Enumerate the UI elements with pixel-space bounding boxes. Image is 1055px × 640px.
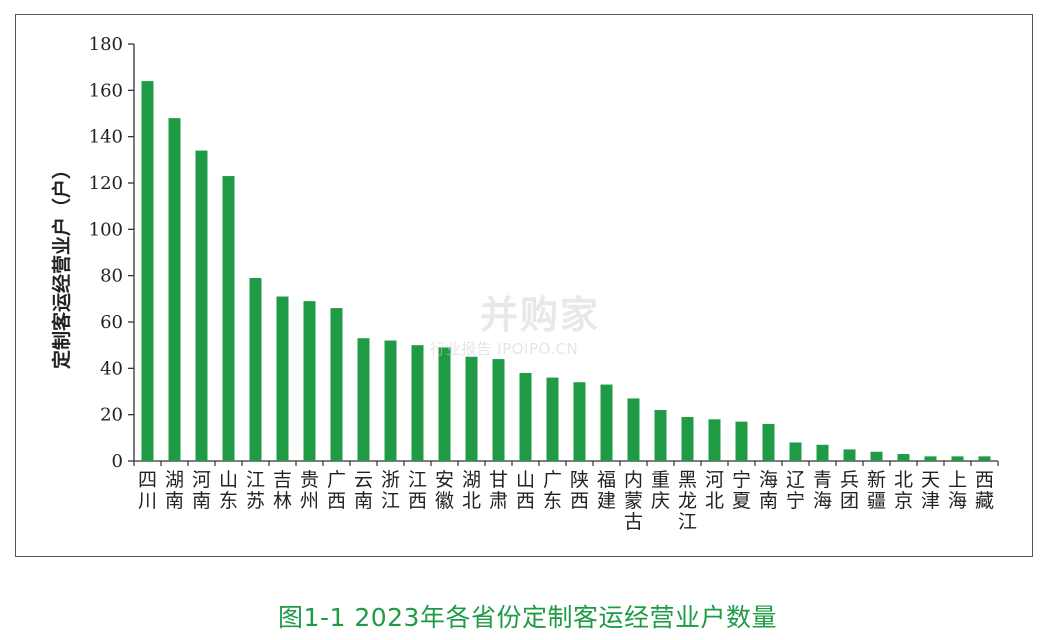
x-tick-label: 贵州	[300, 469, 319, 512]
x-tick-label: 青海	[813, 469, 832, 512]
y-tick-label: 100	[89, 219, 123, 240]
x-tick-label: 江苏	[246, 469, 265, 512]
x-tick-label: 重庆	[651, 469, 670, 512]
bar-浙江	[384, 340, 397, 461]
bar-广西	[330, 308, 343, 461]
y-tick-label: 160	[89, 80, 123, 101]
bar-云南	[357, 338, 370, 461]
bar-河南	[195, 150, 208, 462]
x-tick-label: 天津	[921, 469, 940, 512]
x-tick-label: 浙江	[381, 469, 400, 512]
x-tick-label: 福建	[597, 469, 616, 512]
y-tick-label: 0	[112, 451, 123, 472]
bar-福建	[600, 384, 613, 461]
x-tick-label: 吉林	[273, 469, 292, 512]
y-axis: 0 20 40 60 80 100 120 140 160 180	[89, 34, 135, 472]
x-tick-label: 四川	[138, 469, 157, 512]
x-tick-label: 陕西	[570, 469, 589, 512]
bars	[141, 81, 991, 462]
x-tick-label: 西藏	[975, 469, 994, 512]
x-tick-label: 江西	[408, 469, 427, 512]
y-axis-label: 定制客运经营业户（户）	[50, 160, 73, 369]
bar-甘肃	[492, 359, 505, 461]
y-tick-label: 20	[100, 405, 123, 426]
bar-吉林	[276, 296, 289, 461]
bar-黑龙江	[681, 416, 694, 461]
x-tick-label: 广西	[327, 469, 346, 512]
x-tick-label: 新疆	[867, 469, 886, 512]
y-tick-label: 80	[100, 266, 123, 287]
y-tick-label: 120	[89, 173, 123, 194]
bar-青海	[816, 444, 829, 461]
bar-宁夏	[735, 421, 748, 461]
x-tick-label: 山西	[516, 469, 535, 512]
y-tick-label: 140	[89, 127, 123, 148]
bar-江苏	[249, 277, 262, 461]
x-tick-label: 上海	[948, 469, 967, 512]
x-tick-label: 辽宁	[786, 469, 805, 512]
x-tick-label: 河南	[192, 469, 211, 512]
x-tick-label: 内蒙古	[624, 469, 643, 533]
x-tick-label: 黑龙江	[678, 469, 697, 533]
y-tick-label: 60	[100, 312, 123, 333]
x-axis	[133, 460, 999, 466]
x-tick-label: 河北	[705, 469, 724, 512]
bar-上海	[951, 456, 964, 461]
x-tick-label: 宁夏	[732, 469, 751, 512]
figure-caption: 图1-1 2023年各省份定制客运经营业户数量	[278, 603, 777, 632]
x-tick-label: 海南	[759, 469, 778, 512]
x-tick-label: 广东	[543, 469, 562, 512]
bar-海南	[762, 423, 775, 461]
bar-山西	[519, 372, 532, 461]
x-tick-label: 云南	[354, 469, 373, 512]
bar-内蒙古	[627, 398, 640, 461]
x-tick-label: 甘肃	[489, 469, 508, 512]
bar-北京	[897, 454, 910, 461]
x-tick-label: 安徽	[435, 469, 454, 512]
bar-陕西	[573, 382, 586, 461]
bar-山东	[222, 176, 235, 462]
bar-贵州	[303, 301, 316, 461]
x-tick-label: 北京	[894, 469, 913, 512]
bar-河北	[708, 419, 721, 461]
bar-天津	[924, 456, 937, 461]
bar-重庆	[654, 410, 667, 461]
x-tick-label: 湖北	[462, 469, 481, 512]
x-tick-label: 山东	[219, 469, 238, 512]
y-tick-label: 180	[89, 34, 123, 55]
bar-江西	[411, 345, 424, 461]
chart-frame: 0 20 40 60 80 100 120 140 160 180 四川 湖南 河南 山东 江苏 吉林 贵州广…	[15, 14, 1033, 557]
bar-兵团	[843, 449, 856, 461]
bar-辽宁	[789, 442, 802, 461]
bar-湖南	[168, 118, 181, 461]
bar-广东	[546, 377, 559, 461]
bar-安徽	[438, 347, 451, 461]
x-tick-label: 兵团	[840, 469, 859, 512]
y-tick-label: 40	[100, 358, 123, 379]
x-tick-label: 湖南	[165, 469, 184, 512]
bar-湖北	[465, 356, 478, 461]
bar-新疆	[870, 451, 883, 461]
bar-西藏	[978, 456, 991, 461]
x-tick-labels: 四川湖南河南山东江苏吉林贵州广西云南浙江江西安徽湖北甘肃山西广东陕西福建内蒙古重…	[138, 469, 994, 533]
bar-四川	[141, 81, 154, 462]
